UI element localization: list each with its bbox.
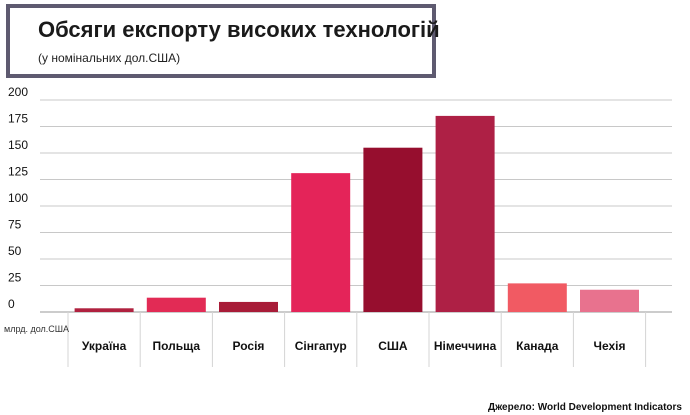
bar xyxy=(291,173,351,312)
y-tick-label: 175 xyxy=(8,112,28,126)
y-tick-label: 25 xyxy=(8,271,22,285)
bar xyxy=(580,289,639,312)
bar xyxy=(435,115,495,313)
x-tick-label: Україна xyxy=(82,339,127,353)
bar xyxy=(507,283,567,312)
bar xyxy=(219,301,278,312)
y-tick-label: 150 xyxy=(8,138,28,152)
bar xyxy=(74,308,134,312)
title-box: Обсяги експорту високих технологій (у но… xyxy=(6,4,440,78)
x-tick-label: Канада xyxy=(516,339,559,353)
x-tick-label: Росія xyxy=(233,339,265,353)
bar xyxy=(363,147,423,312)
y-tick-label: 75 xyxy=(8,218,22,232)
y-tick-label: 50 xyxy=(8,244,22,258)
x-tick-label: США xyxy=(378,339,408,353)
y-tick-label: 100 xyxy=(8,191,28,205)
y-tick-label: 200 xyxy=(8,85,28,99)
x-tick-label: Польща xyxy=(152,339,200,353)
y-unit-label: млрд. дол.США xyxy=(4,324,70,334)
x-tick-label: Німеччина xyxy=(434,339,497,353)
x-tick-label: Чехія xyxy=(594,339,626,353)
source-note: Джерело: World Development Indicators xyxy=(487,402,682,413)
bar xyxy=(146,297,206,312)
y-tick-label: 0 xyxy=(8,297,15,311)
y-tick-label: 125 xyxy=(8,165,28,179)
chart-title: Обсяги експорту високих технологій xyxy=(38,17,440,42)
chart-subtitle: (у номінальних дол.США) xyxy=(38,51,181,65)
x-tick-label: Сінгапур xyxy=(295,339,347,353)
